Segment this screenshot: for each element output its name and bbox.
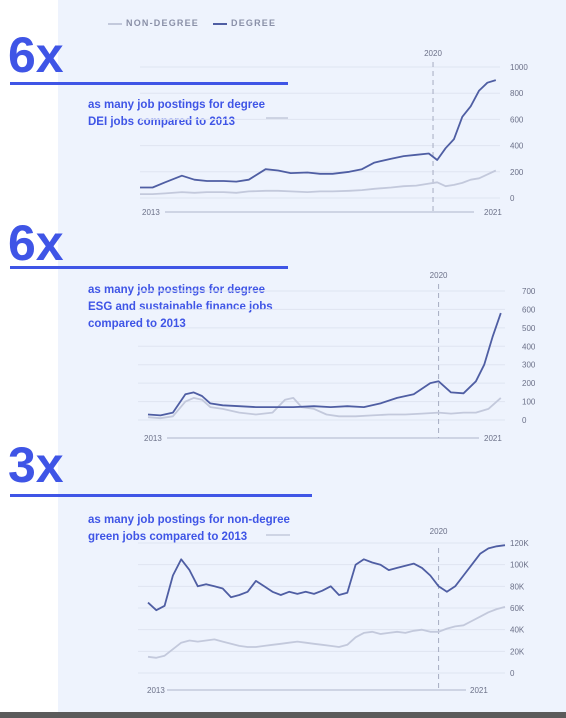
legend-degree-label: DEGREE bbox=[231, 18, 277, 28]
marker-label-1: 2020 bbox=[424, 49, 442, 58]
y-tick-label-1-2: 400 bbox=[510, 142, 524, 151]
bottom-bar bbox=[0, 712, 566, 718]
x-end-label-1: 2021 bbox=[484, 208, 502, 217]
non-degree-swatch bbox=[108, 22, 122, 25]
y-tick-label-1-0: 0 bbox=[510, 194, 515, 203]
legend-degree: DEGREE bbox=[213, 18, 276, 28]
x-start-label-2: 2013 bbox=[144, 434, 162, 443]
y-tick-label-1-4: 800 bbox=[510, 89, 524, 98]
series-line-3-degree bbox=[147, 544, 506, 612]
multiplier-rule-1 bbox=[10, 82, 288, 85]
y-tick-label-2-0: 0 bbox=[522, 416, 527, 425]
description-2: as many job postings for degree ESG and … bbox=[88, 282, 273, 333]
y-tick-label-3-5: 100K bbox=[510, 561, 529, 570]
description-3-line-2: green jobs compared to 2013 bbox=[88, 531, 248, 543]
x-start-label-3: 2013 bbox=[147, 686, 165, 695]
description-2-line-2: ESG and sustainable finance jobs bbox=[88, 301, 273, 313]
description-1-line-1: as many job postings for degree bbox=[88, 99, 266, 111]
y-tick-label-2-7: 700 bbox=[522, 287, 536, 296]
y-tick-label-1-3: 600 bbox=[510, 115, 524, 124]
y-tick-label-1-5: 1000 bbox=[510, 63, 528, 72]
description-3: as many job postings for non-degree gree… bbox=[88, 512, 290, 546]
y-tick-label-2-4: 400 bbox=[522, 342, 536, 351]
y-tick-label-3-4: 80K bbox=[510, 582, 525, 591]
x-end-label-3: 2021 bbox=[470, 686, 488, 695]
y-tick-label-2-3: 300 bbox=[522, 361, 536, 370]
description-2-line-1: as many job postings for degree bbox=[88, 284, 266, 296]
series-line-2-degree bbox=[147, 312, 502, 417]
series-line-3-non-degree bbox=[147, 606, 506, 659]
y-tick-label-3-6: 120K bbox=[510, 539, 529, 548]
legend-non-degree: NON-DEGREE bbox=[108, 18, 199, 28]
description-2-line-3: compared to 2013 bbox=[88, 318, 186, 330]
marker-label-3: 2020 bbox=[430, 527, 448, 536]
y-tick-label-3-3: 60K bbox=[510, 604, 525, 613]
y-tick-label-1-1: 200 bbox=[510, 168, 524, 177]
y-tick-label-3-1: 20K bbox=[510, 647, 525, 656]
y-tick-label-2-1: 100 bbox=[522, 398, 536, 407]
multiplier-rule-2 bbox=[10, 266, 288, 269]
multiplier-1: 6x bbox=[8, 27, 64, 83]
x-end-label-2: 2021 bbox=[484, 434, 502, 443]
multiplier-2: 6x bbox=[8, 215, 64, 271]
legend-non-degree-label: NON-DEGREE bbox=[126, 18, 200, 28]
series-line-1-non-degree bbox=[140, 169, 497, 195]
multiplier-3: 3x bbox=[8, 437, 64, 493]
degree-swatch bbox=[213, 22, 227, 25]
y-tick-label-2-5: 500 bbox=[522, 324, 536, 333]
y-tick-label-2-2: 200 bbox=[522, 379, 536, 388]
x-start-label-1: 2013 bbox=[142, 208, 160, 217]
description-3-line-1: as many job postings for non-degree bbox=[88, 514, 290, 526]
multiplier-rule-3 bbox=[10, 494, 312, 497]
y-tick-label-3-0: 0 bbox=[510, 669, 515, 678]
y-tick-label-3-2: 40K bbox=[510, 626, 525, 635]
series-line-1-degree bbox=[140, 79, 497, 189]
marker-label-2: 2020 bbox=[430, 271, 448, 280]
y-tick-label-2-6: 600 bbox=[522, 305, 536, 314]
series-line-2-non-degree bbox=[147, 397, 502, 420]
